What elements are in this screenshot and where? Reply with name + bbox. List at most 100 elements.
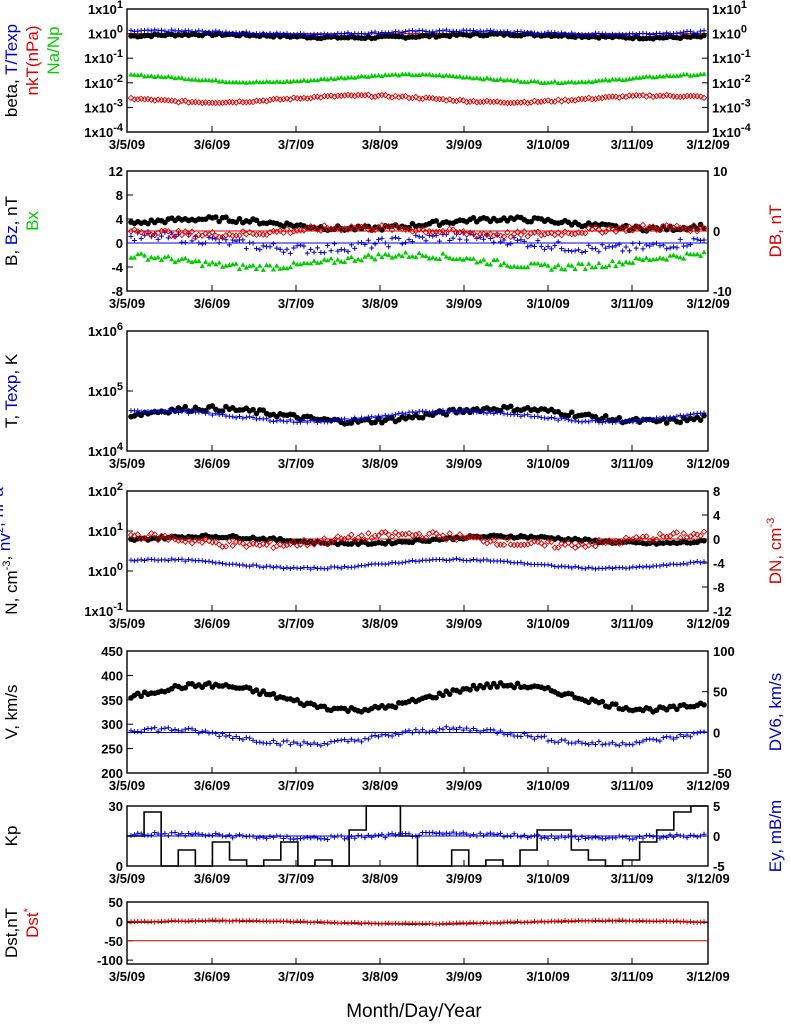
data-point	[541, 231, 548, 238]
data-point	[487, 684, 494, 691]
data-point	[137, 228, 145, 236]
data-point	[640, 835, 646, 841]
data-point	[622, 227, 630, 235]
data-point	[267, 79, 273, 84]
data-point	[325, 741, 331, 747]
data-point	[680, 530, 687, 537]
data-point	[494, 832, 500, 838]
data-point	[436, 256, 443, 261]
data-point	[538, 918, 544, 924]
plot-frame	[126, 330, 709, 452]
data-point	[216, 240, 222, 246]
data-point	[321, 222, 328, 229]
data-point	[620, 917, 626, 923]
x-tick-label: 3/11/09	[611, 616, 654, 631]
data-point	[521, 832, 527, 838]
data-point	[660, 242, 666, 248]
data-point	[690, 222, 698, 229]
data-point	[657, 243, 663, 249]
data-point	[647, 833, 653, 839]
data-point	[562, 266, 568, 272]
data-point	[538, 734, 544, 740]
data-point	[565, 229, 572, 237]
data-point	[565, 79, 571, 85]
data-point	[182, 726, 188, 732]
data-point	[257, 79, 263, 85]
data-point	[518, 834, 524, 840]
data-point	[291, 565, 297, 571]
data-point	[612, 93, 620, 100]
data-point	[484, 557, 490, 563]
data-point	[653, 256, 660, 262]
data-point	[647, 243, 653, 249]
data-point	[531, 918, 537, 924]
data-point	[640, 246, 646, 252]
data-point	[382, 72, 388, 77]
data-point	[437, 830, 443, 836]
data-point	[630, 240, 636, 246]
data-point	[606, 262, 612, 268]
data-point	[345, 418, 351, 424]
data-point	[182, 558, 188, 564]
data-point	[643, 255, 649, 260]
data-point	[348, 31, 354, 37]
data-point	[565, 97, 572, 105]
data-point	[589, 835, 595, 841]
data-point	[148, 530, 155, 537]
data-point	[637, 417, 643, 423]
data-point	[372, 256, 378, 262]
data-point	[613, 243, 619, 249]
data-point	[216, 560, 222, 566]
data-point	[199, 832, 205, 838]
data-point	[437, 409, 443, 415]
data-point	[667, 414, 673, 420]
data-point	[311, 565, 317, 571]
data-point	[409, 28, 415, 34]
data-point	[338, 920, 344, 926]
data-point	[640, 738, 646, 744]
data-point	[318, 76, 324, 82]
data-point	[528, 919, 534, 925]
data-point	[328, 75, 334, 81]
data-point	[416, 729, 422, 735]
right-tick-label: -12	[713, 604, 732, 619]
data-point	[650, 256, 656, 262]
series-DN	[127, 528, 708, 552]
data-point	[199, 729, 205, 735]
data-point	[450, 829, 456, 835]
data-point	[409, 532, 416, 539]
series-V	[128, 680, 707, 715]
data-point	[392, 234, 398, 240]
y-tick-label: 1x100	[88, 24, 123, 42]
data-point	[399, 560, 405, 566]
data-point	[382, 835, 388, 841]
data-point	[436, 72, 443, 77]
data-point	[369, 73, 375, 78]
data-point	[562, 416, 568, 422]
data-point	[148, 832, 154, 838]
data-point	[593, 246, 599, 252]
data-point	[192, 76, 199, 82]
data-point	[382, 91, 389, 99]
data-point	[301, 835, 307, 841]
data-point	[409, 72, 416, 78]
data-point	[378, 222, 386, 229]
data-point	[267, 563, 273, 569]
data-point	[579, 79, 585, 84]
data-point	[545, 835, 551, 841]
data-point	[359, 920, 365, 926]
data-point	[599, 742, 605, 748]
data-point	[257, 247, 263, 253]
data-point	[294, 243, 300, 249]
x-tick-label: 3/10/09	[526, 296, 569, 311]
data-point	[406, 237, 412, 243]
data-point	[416, 234, 422, 240]
data-point	[297, 541, 304, 548]
data-point	[538, 80, 544, 85]
right-axis-label: Ey, mB/m	[766, 800, 785, 872]
data-point	[412, 531, 420, 538]
x-tick-label: 3/7/09	[278, 778, 314, 793]
data-point	[626, 248, 632, 254]
data-point	[196, 730, 202, 736]
data-point	[579, 249, 585, 255]
